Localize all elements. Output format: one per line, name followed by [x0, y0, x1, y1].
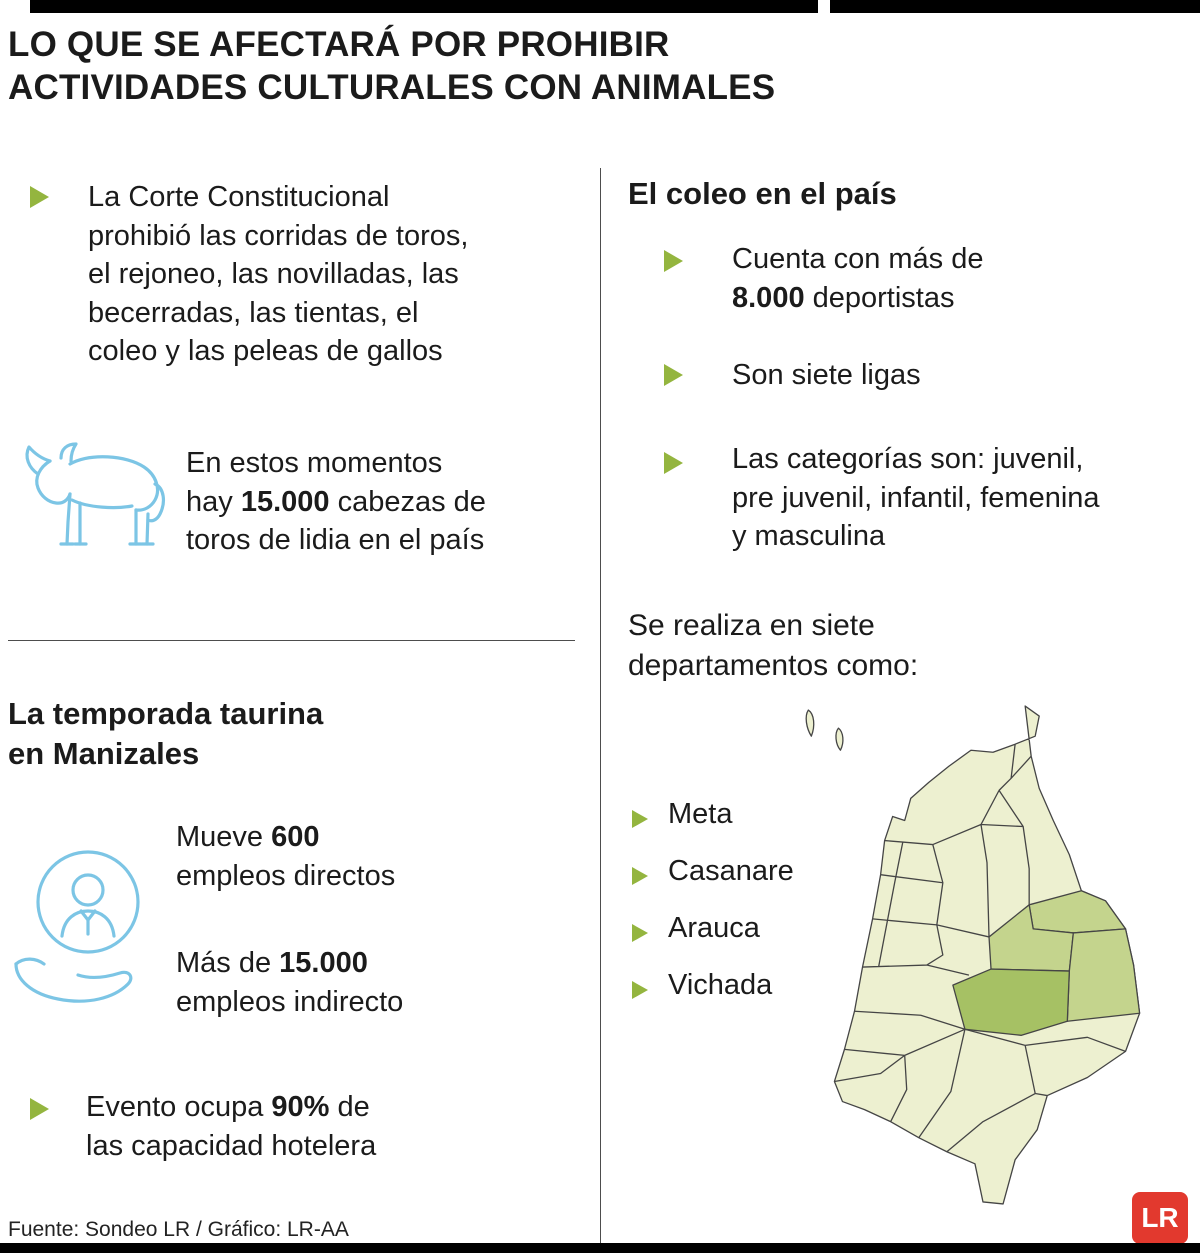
jobs-direct-post: empleos directos [176, 859, 396, 892]
dept-meta [952, 968, 1070, 1036]
coleo-bullet-text: Son siete ligas [732, 356, 921, 395]
bullet-triangle-icon [664, 250, 683, 272]
subheading-departments: Se realiza en siete departamentos como: [628, 609, 919, 682]
stat-value: 90% [271, 1091, 330, 1123]
department-label: Vichada [668, 969, 773, 1001]
intro-text: La Corte Constitucional prohibió las cor… [88, 181, 469, 368]
department-label: Meta [668, 798, 733, 830]
bullet-triangle-icon [664, 364, 683, 386]
jobs-indirect-text: Más de 15.000 empleos indirecto [176, 944, 403, 1021]
bullet-triangle-icon [632, 867, 648, 885]
jobs-indirect-post: empleos indirecto [176, 985, 404, 1018]
top-bar-right [830, 0, 1200, 13]
coleo-bullet-pre: Son siete ligas [732, 359, 921, 391]
department-label: Arauca [668, 912, 760, 944]
coleo-bullet-text: Las categorías son: juvenil, pre juvenil… [732, 440, 1100, 556]
bull-icon [14, 440, 174, 568]
coleo-bullet-pre: Cuenta con más de [732, 243, 984, 275]
internal-borders-west [834, 744, 1032, 1122]
bull-fact-pre: En estos momentos hay [186, 447, 443, 518]
internal-borders-south [918, 1028, 1126, 1153]
colombia-map [776, 692, 1194, 1214]
hotel-occupancy-text: Evento ocupa 90% de las capacidad hotele… [86, 1088, 376, 1165]
hotel-pre: Evento ocupa [86, 1091, 272, 1123]
bullet-triangle-icon [632, 810, 648, 828]
stat-value: 15.000 [240, 485, 330, 518]
bullet-triangle-icon [30, 1098, 49, 1120]
coleo-bullet-post: deportistas [804, 281, 955, 314]
page-title: LO QUE SE AFECTARÁ POR PROHIBIR ACTIVIDA… [8, 25, 776, 107]
bull-fact-text: En estos momentos hay 15.000 cabezas de … [186, 444, 486, 560]
bullet-triangle-icon [632, 924, 648, 942]
section-title-coleo: El coleo en el país [628, 176, 897, 211]
jobs-direct-text: Mueve 600 empleos directos [176, 818, 395, 895]
lr-logo-text: LR [1141, 1202, 1179, 1233]
employee-hand-icon [8, 840, 160, 1012]
section-divider [8, 640, 575, 641]
department-label: Casanare [668, 855, 794, 887]
hotel-post: de las capacidad hotelera [86, 1091, 377, 1162]
section-title-temporada: La temporada taurina en Manizales [8, 696, 324, 772]
dept-vichada [1066, 928, 1141, 1022]
source-credit: Fuente: Sondeo LR / Gráfico: LR-AA [8, 1218, 349, 1241]
islands [805, 709, 844, 751]
bull-fact-post: cabezas de toros de lidia en el país [186, 485, 486, 557]
bullet-triangle-icon [30, 186, 49, 208]
coleo-bullet-pre: Las categorías son: juvenil, pre juvenil… [732, 443, 1100, 553]
column-divider [600, 168, 601, 1243]
top-bar-left [30, 0, 818, 13]
stat-value: 8.000 [732, 281, 805, 314]
bullet-triangle-icon [664, 452, 683, 474]
bullet-triangle-icon [632, 981, 648, 999]
lr-logo: LR [1132, 1192, 1188, 1244]
jobs-direct-pre: Mueve [176, 821, 272, 853]
stat-value: 15.000 [279, 947, 368, 979]
coleo-bullet-text: Cuenta con más de 8.000 deportistas [732, 240, 983, 317]
jobs-indirect-pre: Más de [176, 947, 280, 979]
stat-value: 600 [271, 821, 320, 853]
bottom-bar [0, 1243, 1200, 1253]
